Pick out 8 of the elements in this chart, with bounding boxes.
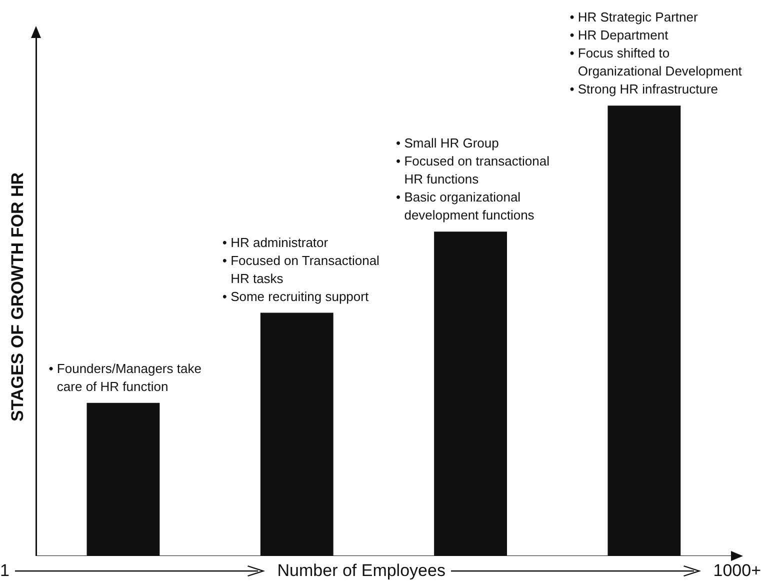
y-axis-title: STAGES OF GROWTH FOR HR (8, 172, 27, 422)
text: 1 (0, 561, 10, 581)
annotation: • Small HR Group • Focused on transactional HR functions • Basic organizational development functions (396, 136, 550, 223)
x-axis-title: Number of Employees (277, 561, 446, 581)
text: • HR Strategic Partner • HR Department • Focus shifted to Organizational Development • Strong HR infrastructure (570, 10, 742, 97)
annotation: • Founders/Managers take care of HR function (48, 360, 202, 394)
annotation: • HR administrator • Focused on Transactional HR tasks • Some recruiting support (222, 234, 380, 304)
text: 1000+ (713, 561, 761, 581)
